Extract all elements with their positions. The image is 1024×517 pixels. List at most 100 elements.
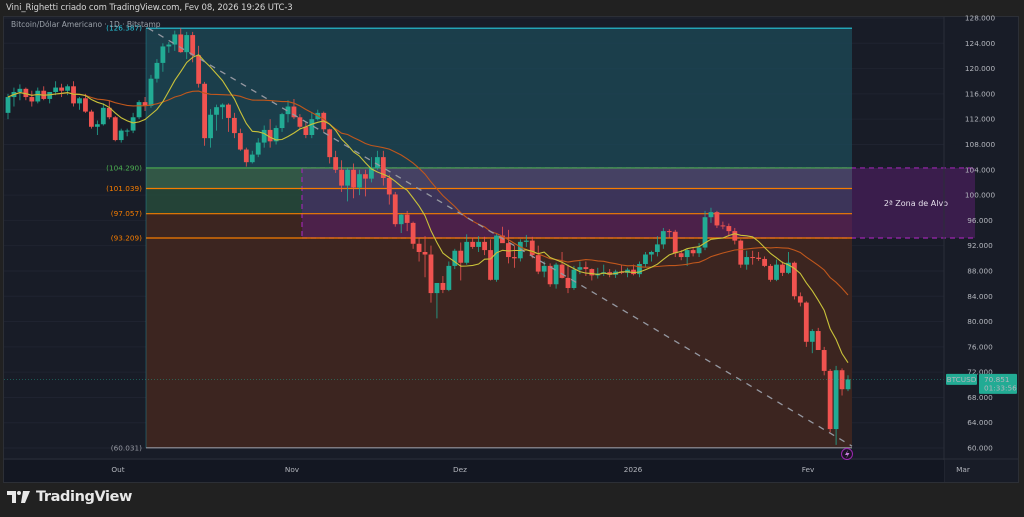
price-axis[interactable]: 128.000 124.000 120.000 116.000 112.000 108.0… [965,14,996,453]
candle-body[interactable] [702,217,708,248]
candle-body[interactable] [714,212,720,226]
candle-body[interactable] [208,114,213,139]
candle-body[interactable] [380,157,386,178]
candle-body[interactable] [654,244,660,252]
candle-body[interactable] [446,265,452,290]
candle-body[interactable] [547,265,553,285]
candle-body[interactable] [184,35,190,53]
candle-body[interactable] [339,169,345,186]
candle-body[interactable] [148,78,154,106]
candle-body[interactable] [464,241,470,263]
candle-body[interactable] [428,254,434,294]
candle-body[interactable] [279,114,285,129]
candle-body[interactable] [416,243,422,252]
candle-body[interactable] [267,129,273,142]
candle-body[interactable] [827,370,833,430]
candle-body[interactable] [130,117,136,131]
candle-body[interactable] [571,269,577,289]
candle-body[interactable] [476,241,482,247]
candle-body[interactable] [470,241,476,247]
tradingview-brand[interactable]: TradingView [7,489,132,505]
candle-body[interactable] [565,277,571,289]
candle-body[interactable] [136,102,142,118]
candle-body[interactable] [202,83,207,139]
candle-body[interactable] [333,157,339,170]
candle-body[interactable] [577,267,583,270]
candle-body[interactable] [154,62,160,79]
candle-body[interactable] [23,88,29,98]
candle-body[interactable] [83,98,88,112]
candle-body[interactable] [106,107,112,118]
candle-body[interactable] [255,142,261,155]
candle-body[interactable] [5,97,11,113]
candle-body[interactable] [118,130,124,141]
candle-body[interactable] [261,129,267,143]
candle-body[interactable] [672,231,678,254]
candle-body[interactable] [780,264,785,273]
candle-body[interactable] [696,247,702,254]
candle-body[interactable] [649,251,654,255]
candle-body[interactable] [637,264,642,275]
candle-body[interactable] [297,117,303,127]
candle-body[interactable] [422,251,428,255]
candle-body[interactable] [666,231,672,233]
candle-body[interactable] [124,130,130,132]
candle-body[interactable] [35,90,41,102]
candle-body[interactable] [398,214,404,225]
candle-body[interactable] [720,225,726,227]
candle-body[interactable] [833,370,839,430]
time-axis[interactable]: Out Nov Dez 2026 Fev Mar [111,465,970,474]
candle-body[interactable] [89,111,94,127]
candle-body[interactable] [684,250,690,258]
candle-body[interactable] [142,102,148,106]
candle-body[interactable] [243,149,249,163]
candle-body[interactable] [839,370,845,390]
candle-body[interactable] [440,282,446,290]
candle-body[interactable] [732,231,738,241]
candle-body[interactable] [511,257,517,259]
candle-body[interactable] [488,250,493,280]
candle-body[interactable] [744,257,750,265]
candle-body[interactable] [345,169,350,186]
candle-body[interactable] [59,87,65,91]
candle-body[interactable] [17,88,23,92]
candle-body[interactable] [285,106,291,115]
candle-body[interactable] [214,107,219,115]
candle-body[interactable] [541,265,547,272]
candle-body[interactable] [190,35,196,56]
candle-body[interactable] [112,117,118,141]
candle-body[interactable] [643,254,648,265]
candle-body[interactable] [553,264,559,285]
candle-body[interactable] [809,331,815,342]
candle-body[interactable] [482,241,487,251]
candle-body[interactable] [237,133,243,150]
candle-body[interactable] [327,129,333,158]
candle-body[interactable] [458,250,464,263]
candle-body[interactable] [47,91,53,99]
candle-body[interactable] [768,265,773,280]
candle-body[interactable] [774,264,779,280]
candle-body[interactable] [220,104,225,108]
candle-body[interactable] [94,124,100,127]
candle-body[interactable] [434,282,440,294]
candle-body[interactable] [273,128,279,142]
candle-body[interactable] [226,104,231,118]
candle-body[interactable] [845,379,851,390]
candle-body[interactable] [738,240,744,265]
candle-body[interactable] [494,235,499,280]
candle-body[interactable] [357,174,362,188]
candle-body[interactable] [71,86,76,104]
candle-body[interactable] [797,296,803,303]
candle-body[interactable] [386,177,392,195]
candle-body[interactable] [803,302,809,342]
candle-body[interactable] [690,250,696,254]
candle-body[interactable] [178,34,184,53]
candle-body[interactable] [196,55,202,84]
candle-body[interactable] [523,240,529,242]
candle-body[interactable] [583,267,589,270]
candle-body[interactable] [166,44,172,47]
candle-body[interactable] [100,107,106,125]
symbol-title[interactable]: Bitcoin/Dólar Americano · 1D · Bitstamp [11,20,161,29]
candle-body[interactable] [410,222,416,244]
candle-body[interactable] [535,255,541,272]
